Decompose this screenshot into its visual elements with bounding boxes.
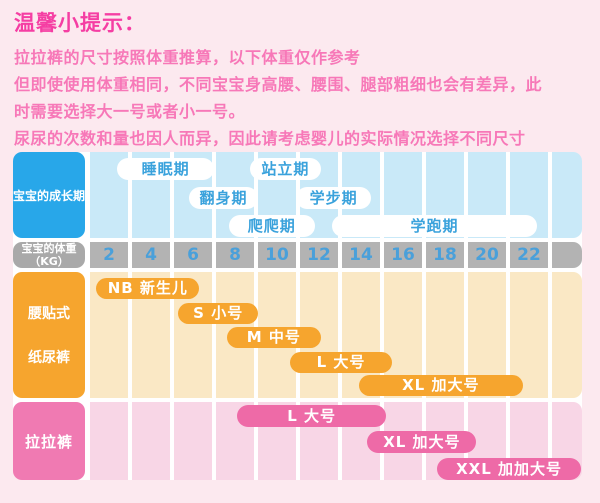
weight-row-label: 宝宝的体重 （KG） <box>13 242 85 268</box>
grid-column <box>552 272 582 398</box>
tip-line: 但即使使用体重相同，不同宝宝身高腰、腰围、腿部粗细也会有差异，此 <box>14 75 543 94</box>
growth-pill: 睡眠期 <box>117 158 214 180</box>
pants-pill: L 大号 <box>237 405 387 427</box>
tape-pill: XL 加大号 <box>358 375 523 396</box>
weight-spacer-cell <box>552 242 582 268</box>
tape-diaper-row: 腰贴式 纸尿裤 NB 新生儿 S 小号 M 中号 L 大号 XL 加大号 <box>13 272 582 398</box>
weight-tick-cell: 18 <box>426 242 464 268</box>
weight-row: 宝宝的体重 （KG） 2 4 6 8 10 12 14 16 18 20 22 <box>13 242 582 268</box>
weight-tick-cell: 22 <box>510 242 548 268</box>
pull-up-pants-grid: L 大号 XL 加大号 XXL 加加大号 <box>90 402 582 480</box>
grid-column <box>90 402 128 480</box>
weight-label-line1: 宝宝的体重 <box>21 242 77 255</box>
weight-tick-cell: 16 <box>384 242 422 268</box>
tape-diaper-row-label: 腰贴式 纸尿裤 <box>13 272 85 398</box>
weight-tick-cell: 12 <box>300 242 338 268</box>
pull-up-pants-row: 拉拉裤 L 大号 XL 加大号 XXL 加加大号 <box>13 402 582 480</box>
weight-tick-cell: 6 <box>174 242 212 268</box>
tape-label-line1: 腰贴式 <box>28 306 70 322</box>
tip-line: 时需要选择大一号或者小一号。 <box>14 102 246 121</box>
tape-label-line2: 纸尿裤 <box>28 350 70 366</box>
growth-pill: 爬爬期 <box>228 215 315 237</box>
growth-pill: 翻身期 <box>188 187 259 209</box>
tape-pill: L 大号 <box>289 352 393 373</box>
grid-column <box>552 152 582 238</box>
weight-tick-cell: 4 <box>132 242 170 268</box>
weight-tick-cell: 20 <box>468 242 506 268</box>
weight-tick-cell: 8 <box>216 242 254 268</box>
tips-section: 温馨小提示： 拉拉裤的尺寸按照体重推算，以下体重仅作参考 但即使使用体重相同，不… <box>14 8 592 152</box>
growth-pill: 学步期 <box>295 187 372 209</box>
growth-pill: 站立期 <box>249 158 322 180</box>
tape-pill: S 小号 <box>178 303 259 324</box>
weight-tick-cell: 2 <box>90 242 128 268</box>
growth-pill: 学跑期 <box>331 215 538 237</box>
tip-line: 尿尿的次数和量也因人而异，因此请考虑婴儿的实际情况选择不同尺寸 <box>14 129 526 148</box>
pants-pill: XXL 加加大号 <box>436 458 582 480</box>
tip-line: 拉拉裤的尺寸按照体重推算，以下体重仅作参考 <box>14 48 361 67</box>
weight-label-line2: （KG） <box>29 255 69 268</box>
growth-row: 宝宝的成长期 睡眠期 站立期翻身期 学步期爬爬期 学跑期 <box>13 152 582 238</box>
pants-pill: XL 加大号 <box>367 431 477 453</box>
weight-tick-cell: 14 <box>342 242 380 268</box>
tips-body: 拉拉裤的尺寸按照体重推算，以下体重仅作参考 但即使使用体重相同，不同宝宝身高腰、… <box>14 44 592 152</box>
tape-diaper-grid: NB 新生儿 S 小号 M 中号 L 大号 XL 加大号 <box>90 272 582 398</box>
pull-up-pants-row-label: 拉拉裤 <box>13 402 85 480</box>
tape-pill: M 中号 <box>226 327 322 348</box>
tips-title: 温馨小提示： <box>14 11 146 35</box>
grid-column <box>132 402 170 480</box>
growth-grid: 睡眠期 站立期翻身期 学步期爬爬期 学跑期 <box>90 152 582 238</box>
grid-column <box>174 402 212 480</box>
growth-row-label: 宝宝的成长期 <box>13 152 85 238</box>
weight-axis: 2 4 6 8 10 12 14 16 18 20 22 <box>90 242 582 268</box>
tape-pill: NB 新生儿 <box>96 278 200 299</box>
weight-tick-cell: 10 <box>258 242 296 268</box>
